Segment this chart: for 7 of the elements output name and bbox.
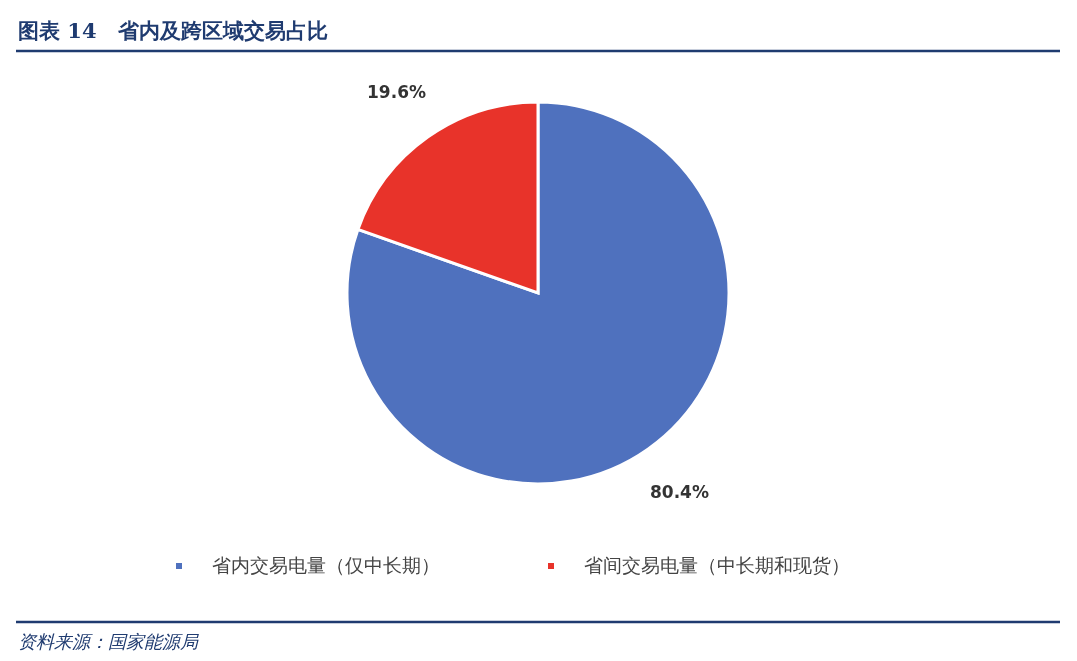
legend-label: 省内交易电量（仅中长期） [212,553,440,576]
data-label: 19.6% [367,82,426,102]
text: 资料来源：国家能源局 [18,631,199,652]
chart-title: 图表 14 省内及跨区域交易占比 [18,18,328,43]
legend-label: 省间交易电量（中长期和现货） [584,553,850,576]
data-label: 80.4% [650,482,709,502]
pie-slice [345,100,731,486]
